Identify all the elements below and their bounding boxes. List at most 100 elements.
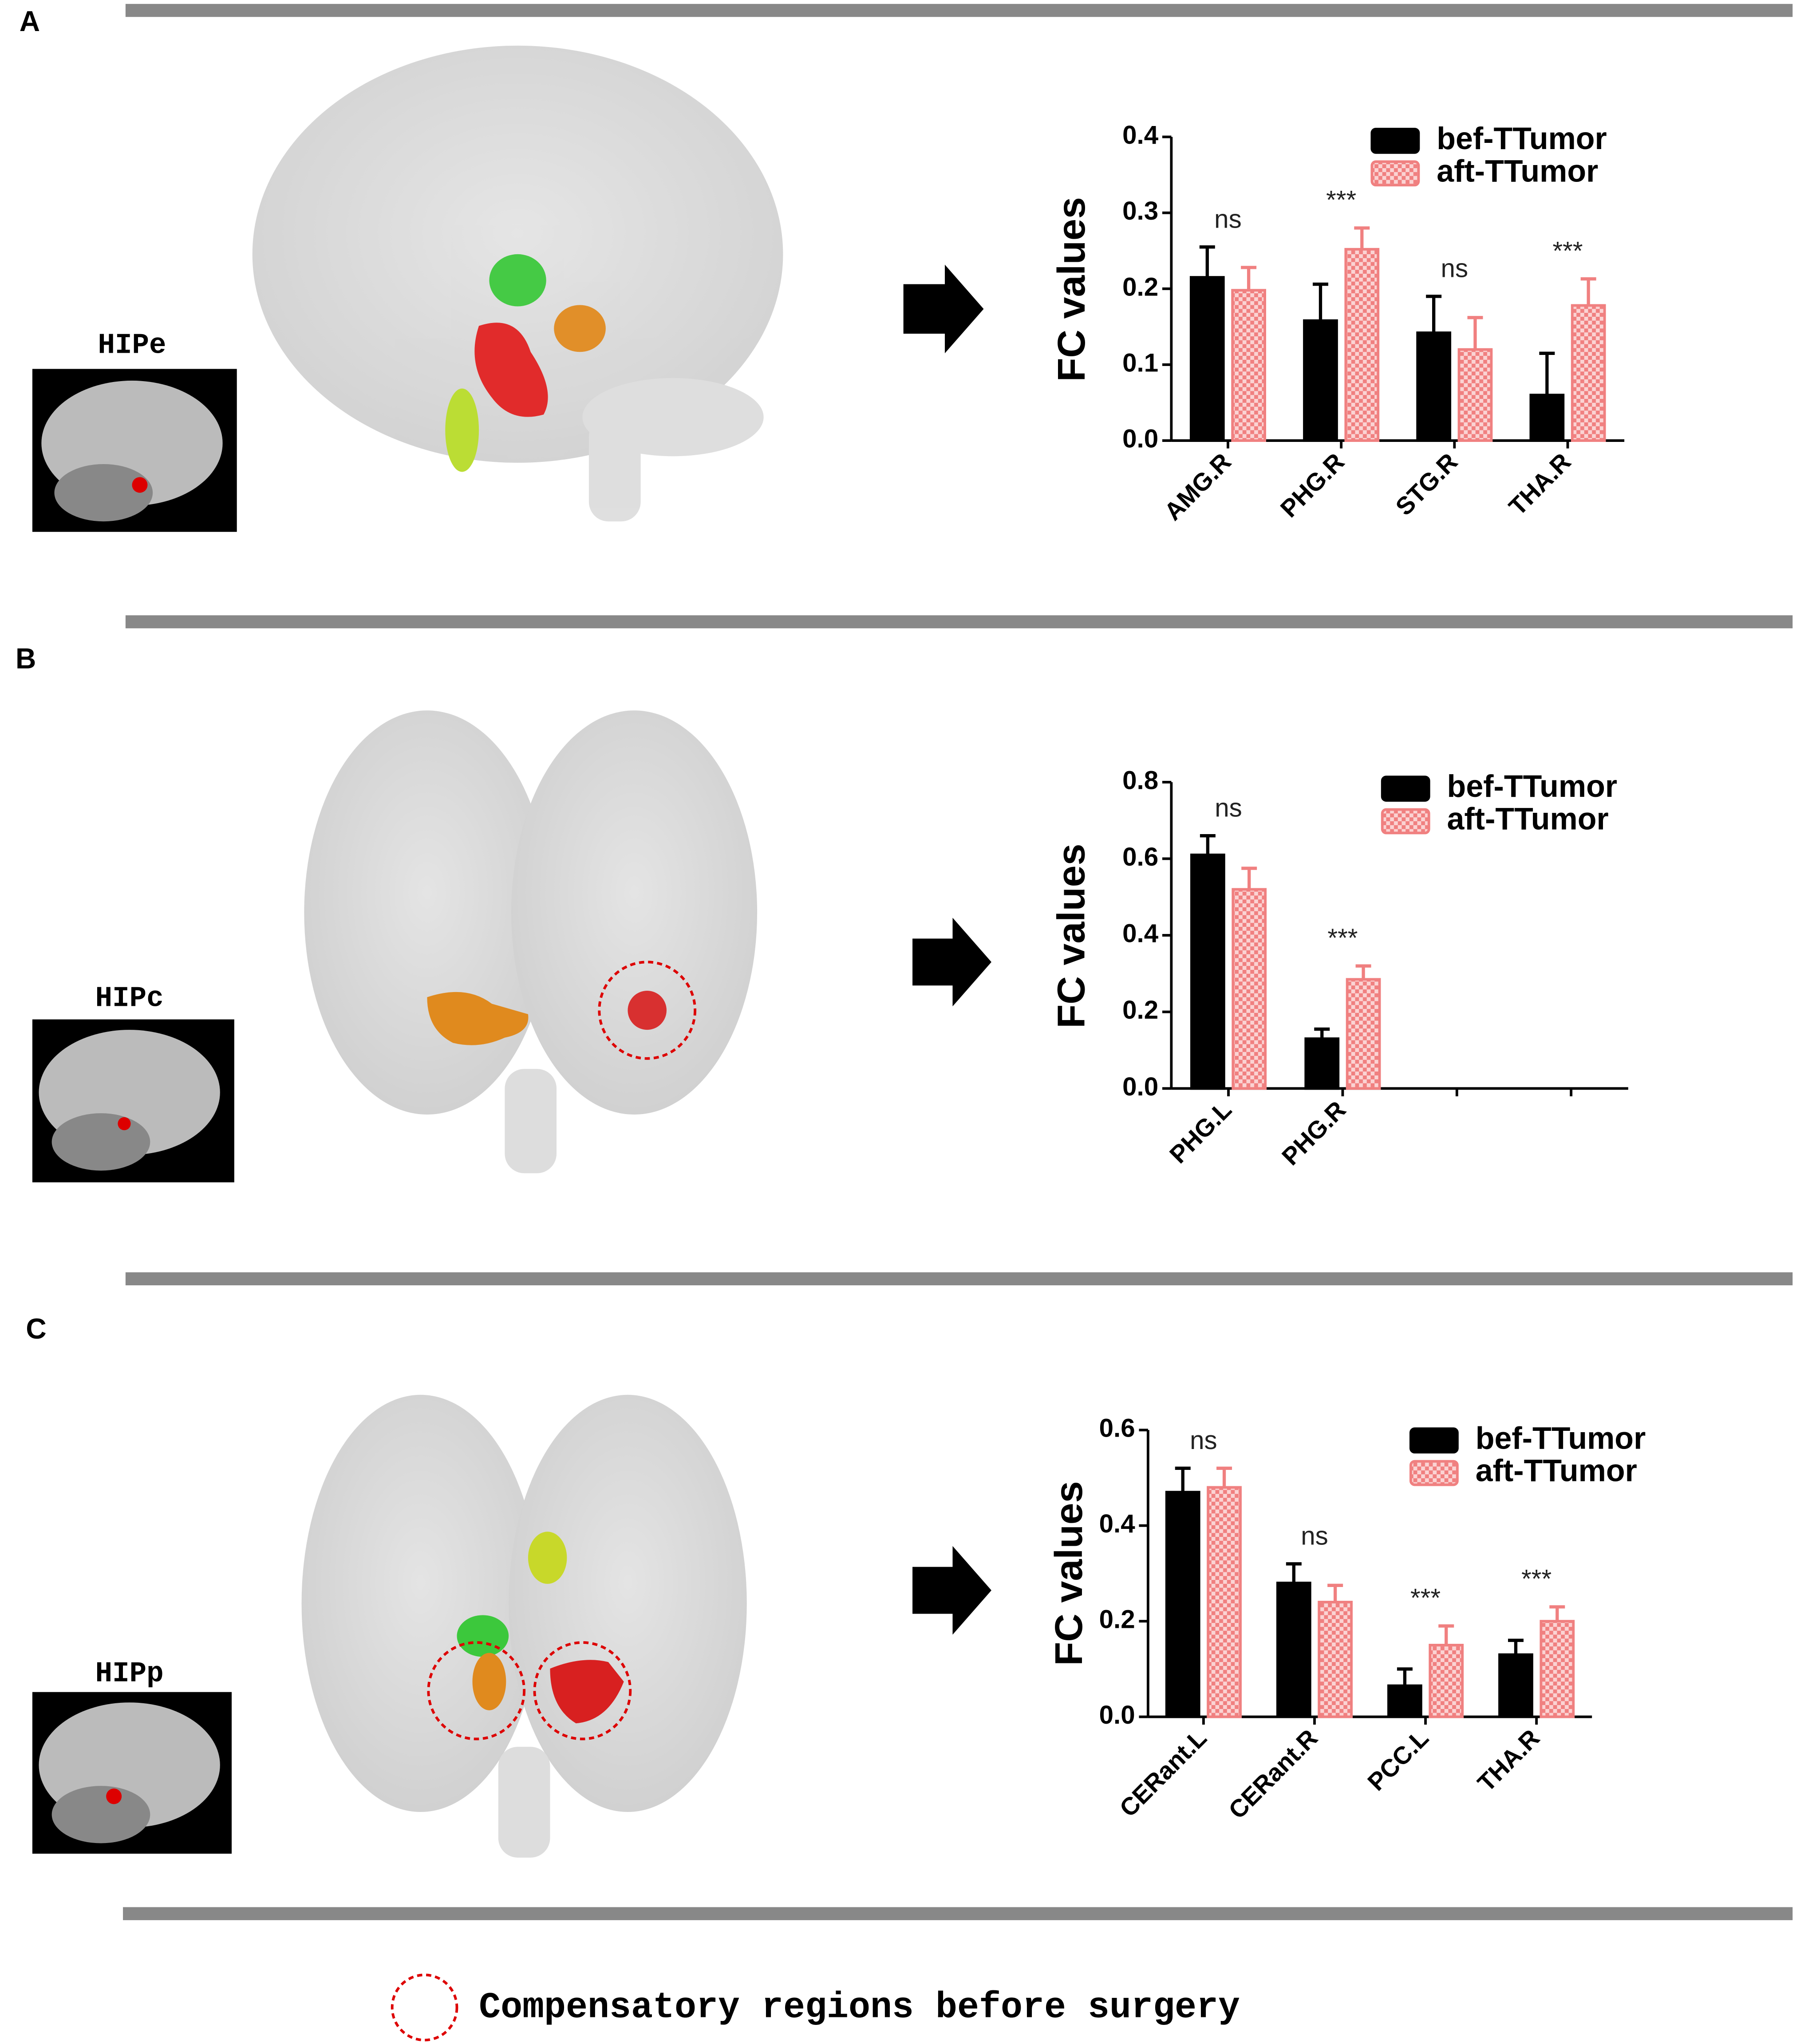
error-bar: [1216, 1466, 1232, 1488]
significance: ns: [1190, 1426, 1217, 1455]
legend-swatch: [1409, 1460, 1459, 1486]
bar: [1429, 1643, 1464, 1718]
region-label: HIPe: [98, 329, 166, 362]
thumbnail: HIPe: [32, 329, 237, 532]
bar: [1190, 853, 1225, 1090]
legend-swatch: [1370, 127, 1420, 154]
bar: [1387, 1684, 1422, 1718]
y-tick-label: 0.0: [1099, 1701, 1135, 1729]
separator: [125, 1272, 1793, 1286]
error-bar: [1286, 1562, 1302, 1583]
y-tick-label: 0.0: [1122, 424, 1158, 453]
legend-swatch: [1381, 776, 1430, 802]
bar: [1416, 331, 1452, 442]
thumbnail: HIPc: [32, 982, 234, 1182]
error-bar: [1175, 1466, 1191, 1493]
y-tick-label: 0.6: [1122, 843, 1158, 871]
legend-label: bef-TTumor: [1437, 121, 1607, 156]
brain-render: [304, 710, 758, 1174]
y-tick-label: 0.2: [1122, 272, 1158, 301]
bar: [1529, 394, 1565, 442]
significance: ***: [1521, 1564, 1551, 1593]
x-tick-label: AMG.R: [1159, 448, 1236, 526]
legend-swatch: [1409, 1427, 1459, 1454]
bar: [1346, 978, 1381, 1090]
separator: [123, 1907, 1793, 1920]
legend-label: bef-TTumor: [1447, 768, 1618, 803]
error-bar: [1312, 282, 1328, 321]
bar: [1189, 276, 1225, 442]
error-bar: [1549, 1605, 1565, 1622]
significance: ns: [1215, 793, 1242, 822]
panel-label: B: [16, 642, 36, 674]
x-tick-label: PHG.L: [1164, 1095, 1236, 1169]
x-tick-label: PHG.R: [1276, 1095, 1351, 1170]
error-bar: [1327, 1583, 1343, 1602]
separators: [123, 4, 1793, 1920]
brain-render: [301, 1394, 747, 1858]
error-bar: [1354, 226, 1370, 249]
significance: ***: [1552, 236, 1583, 265]
panel-label: C: [26, 1313, 46, 1345]
brain-render: [252, 45, 783, 522]
y-tick-label: 0.2: [1122, 996, 1158, 1024]
bar: [1304, 1037, 1340, 1090]
region-label: HIPp: [95, 1658, 164, 1690]
separator: [125, 4, 1793, 17]
legend-swatch: [1370, 160, 1420, 187]
bar: [1231, 289, 1266, 442]
arrow: [912, 918, 991, 1007]
legend-label: aft-TTumor: [1437, 153, 1598, 188]
legend-label: aft-TTumor: [1476, 1453, 1637, 1488]
error-bar: [1241, 866, 1257, 890]
x-tick-label: THA.R: [1472, 1724, 1545, 1797]
legend-label: bef-TTumor: [1476, 1420, 1646, 1455]
error-bar: [1241, 266, 1257, 291]
bar: [1540, 1620, 1575, 1718]
bar: [1498, 1653, 1533, 1718]
error-bar: [1355, 964, 1371, 980]
bar: [1318, 1601, 1353, 1718]
error-bar: [1539, 351, 1555, 395]
bar: [1276, 1581, 1311, 1718]
separator: [125, 615, 1793, 629]
bar: [1303, 319, 1338, 442]
significance: ns: [1301, 1521, 1328, 1550]
y-tick-label: 0.3: [1122, 197, 1158, 225]
x-tick-label: THA.R: [1504, 448, 1576, 521]
y-tick-label: 0.4: [1122, 121, 1159, 150]
significance: ***: [1326, 185, 1356, 214]
error-bar: [1467, 316, 1483, 350]
error-bar: [1426, 295, 1442, 333]
x-tick-label: STG.R: [1390, 448, 1463, 521]
thumbnail: HIPp: [32, 1658, 232, 1854]
y-tick-label: 0.8: [1122, 766, 1158, 795]
significance: ns: [1441, 254, 1469, 283]
y-tick-label: 0.6: [1099, 1414, 1135, 1442]
significance: ***: [1410, 1583, 1441, 1612]
panel-label: A: [20, 5, 40, 37]
bar: [1207, 1486, 1242, 1718]
x-tick-label: CERant.L: [1114, 1724, 1212, 1823]
y-tick-label: 0.2: [1099, 1605, 1135, 1634]
y-tick-label: 0.0: [1122, 1072, 1158, 1101]
note: Compensatory regions before surgery: [479, 1987, 1240, 2028]
region-label: HIPc: [95, 982, 164, 1015]
x-tick-label: CERant.R: [1223, 1724, 1322, 1824]
error-bar: [1397, 1667, 1413, 1686]
bar: [1344, 248, 1380, 442]
y-tick-label: 0.4: [1099, 1509, 1136, 1538]
bar: [1165, 1491, 1200, 1718]
bar: [1232, 888, 1267, 1090]
arrow: [912, 1546, 991, 1635]
y-tick-label: 0.4: [1122, 919, 1159, 948]
error-bar: [1438, 1624, 1454, 1645]
legend-swatch: [1381, 808, 1430, 835]
significance: ns: [1214, 205, 1242, 233]
y-axis-label: FC values: [1047, 1481, 1090, 1666]
error-bar: [1508, 1638, 1524, 1655]
error-bar: [1314, 1027, 1330, 1039]
error-bar: [1200, 834, 1216, 855]
y-tick-label: 0.1: [1122, 348, 1158, 377]
